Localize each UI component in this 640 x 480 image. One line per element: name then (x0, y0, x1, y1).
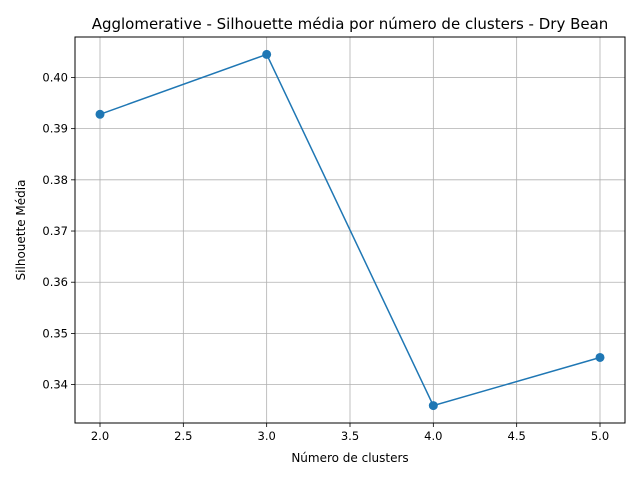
x-tick-label: 5.0 (591, 429, 609, 443)
y-tick-label: 0.36 (42, 275, 68, 289)
y-tick-label: 0.40 (42, 70, 68, 84)
y-tick-label: 0.34 (42, 378, 68, 392)
data-point (428, 401, 438, 411)
grid (75, 37, 625, 423)
data-point (262, 49, 272, 59)
x-axis-label: Número de clusters (291, 451, 408, 465)
series-layer (95, 49, 605, 411)
x-tick-label: 2.0 (91, 429, 109, 443)
data-point (95, 109, 105, 119)
y-tick-label: 0.37 (42, 224, 68, 238)
x-tick-label: 3.0 (258, 429, 276, 443)
x-tick-label: 4.5 (508, 429, 526, 443)
y-tick-label: 0.38 (42, 173, 68, 187)
y-tick-label: 0.39 (42, 122, 68, 136)
x-tick-label: 4.0 (424, 429, 442, 443)
y-axis-label: Silhouette Média (14, 180, 28, 281)
x-tick-label: 3.5 (341, 429, 359, 443)
chart-title: Agglomerative - Silhouette média por núm… (92, 15, 609, 33)
axis-ticks: 2.0 2.5 3.0 3.5 4.0 4.5 5.0 0.34 0.35 0.36 0.37 0.3… (42, 70, 609, 443)
y-tick-label: 0.35 (42, 326, 68, 340)
data-point (595, 352, 605, 362)
series-line (99, 53, 601, 407)
plot-frame (74, 36, 626, 424)
x-tick-label: 2.5 (174, 429, 192, 443)
